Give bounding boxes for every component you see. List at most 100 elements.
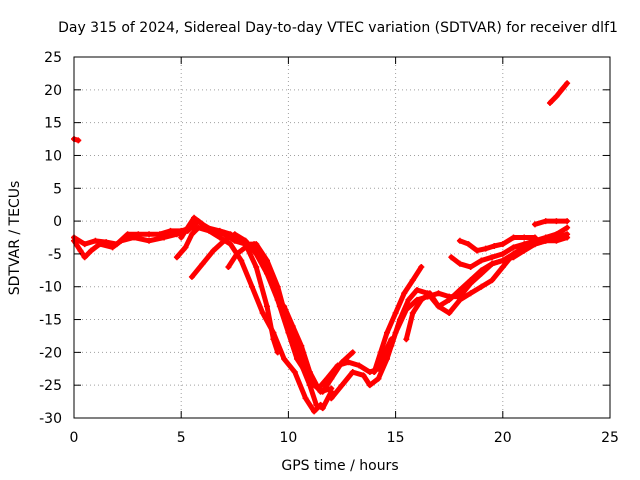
data-point xyxy=(328,395,335,402)
data-point xyxy=(521,234,528,241)
series-layer xyxy=(71,80,571,415)
data-point xyxy=(489,277,496,284)
series-line xyxy=(174,225,324,414)
data-point xyxy=(251,241,258,248)
data-point xyxy=(146,237,153,244)
data-point xyxy=(564,218,571,225)
data-point xyxy=(478,267,485,274)
data-point xyxy=(289,323,296,330)
data-point xyxy=(564,80,571,87)
data-point xyxy=(191,214,198,221)
data-point xyxy=(564,224,571,231)
data-point xyxy=(221,229,228,236)
data-point xyxy=(384,355,391,362)
x-tick-label: 5 xyxy=(177,430,186,446)
data-point xyxy=(238,257,245,264)
data-point xyxy=(216,234,223,241)
data-point xyxy=(375,375,382,382)
data-point xyxy=(210,247,217,254)
data-point xyxy=(124,231,131,238)
data-point xyxy=(225,264,232,271)
y-tick-label: 25 xyxy=(44,50,62,66)
data-point xyxy=(553,231,560,238)
data-point xyxy=(396,316,403,323)
x-tick-label: 20 xyxy=(494,430,512,446)
data-point xyxy=(182,244,189,251)
data-point xyxy=(510,244,517,251)
data-point xyxy=(349,369,356,376)
chart-title: Day 315 of 2024, Sidereal Day-to-day VTE… xyxy=(58,20,618,36)
data-point xyxy=(426,290,433,297)
series-arc-k xyxy=(403,234,571,343)
data-point xyxy=(499,241,506,248)
data-point xyxy=(474,247,481,254)
data-point xyxy=(184,224,191,231)
data-point xyxy=(293,355,300,362)
y-axis-label: SDTVAR / TECUs xyxy=(7,181,23,296)
data-point xyxy=(465,241,472,248)
data-point xyxy=(263,303,270,310)
data-point xyxy=(242,244,249,251)
data-point xyxy=(227,241,234,248)
y-tick-label: -30 xyxy=(39,411,62,427)
data-point xyxy=(311,408,318,415)
data-point xyxy=(281,355,288,362)
series-line xyxy=(328,251,516,401)
data-point xyxy=(253,264,260,271)
x-tick-label: 0 xyxy=(70,430,79,446)
data-point xyxy=(521,247,528,254)
series-line xyxy=(532,218,570,227)
data-point xyxy=(81,254,88,261)
data-point xyxy=(553,218,560,225)
data-point xyxy=(81,241,88,248)
data-point xyxy=(371,369,378,376)
data-point xyxy=(478,283,485,290)
plot-frame xyxy=(73,56,611,419)
y-tick-label: 20 xyxy=(44,83,62,99)
data-point xyxy=(564,234,571,241)
series-arc-h xyxy=(328,250,517,402)
series-arc-early-high xyxy=(71,136,82,144)
data-point xyxy=(356,362,363,369)
y-tick-label: -25 xyxy=(39,378,62,394)
series-arc-l xyxy=(448,224,571,271)
data-point xyxy=(88,247,95,254)
data-point xyxy=(414,287,421,294)
series-line xyxy=(547,80,570,106)
data-point xyxy=(467,290,474,297)
y-tick-label: 10 xyxy=(44,148,62,164)
data-point xyxy=(489,254,496,261)
series-line xyxy=(281,303,394,391)
data-point xyxy=(401,290,408,297)
data-point xyxy=(482,245,489,252)
axis-ticks xyxy=(73,56,611,419)
y-tick-label: -10 xyxy=(39,280,62,296)
data-point xyxy=(345,359,352,366)
data-point xyxy=(206,227,213,234)
y-tick-label: -5 xyxy=(48,247,62,263)
y-tick-label: -20 xyxy=(39,345,62,361)
data-point xyxy=(499,257,506,264)
data-point xyxy=(418,296,425,303)
data-point xyxy=(77,247,84,254)
data-point xyxy=(542,234,549,241)
x-tick-label: 15 xyxy=(387,430,405,446)
series-arc-m xyxy=(456,234,538,254)
data-point xyxy=(302,395,309,402)
data-point xyxy=(199,260,206,267)
series-line xyxy=(71,225,334,411)
data-point xyxy=(542,218,549,225)
series-arc-late-high xyxy=(546,80,571,106)
data-point xyxy=(349,349,356,356)
data-point xyxy=(188,273,195,280)
data-point xyxy=(195,224,202,231)
data-point xyxy=(446,296,453,303)
series-arc-n xyxy=(531,218,571,228)
data-point xyxy=(510,254,517,261)
data-point xyxy=(242,237,249,244)
data-point xyxy=(161,234,168,241)
y-tick-label: 5 xyxy=(53,181,62,197)
data-point xyxy=(510,234,517,241)
data-point xyxy=(173,231,180,238)
